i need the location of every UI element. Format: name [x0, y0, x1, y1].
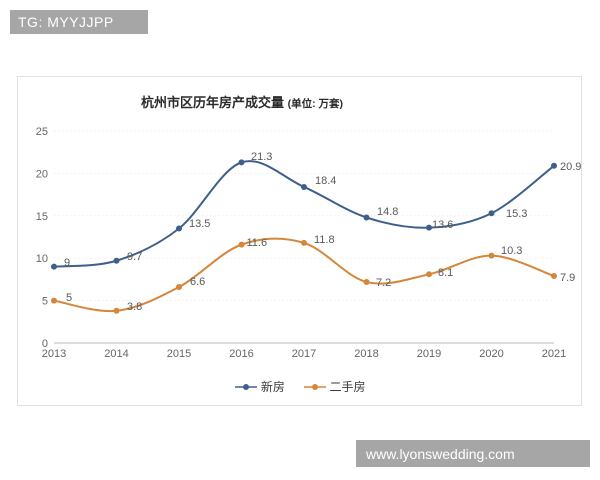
- svg-text:18.4: 18.4: [315, 175, 336, 187]
- svg-text:7.2: 7.2: [376, 277, 391, 289]
- svg-text:2015: 2015: [167, 348, 191, 360]
- svg-text:5: 5: [42, 296, 48, 308]
- svg-text:2014: 2014: [104, 348, 128, 360]
- svg-text:21.3: 21.3: [251, 151, 272, 163]
- svg-text:3.8: 3.8: [127, 301, 142, 313]
- svg-text:2013: 2013: [42, 348, 66, 360]
- svg-text:2020: 2020: [479, 348, 503, 360]
- svg-text:2016: 2016: [229, 348, 253, 360]
- svg-text:14.8: 14.8: [377, 206, 398, 218]
- svg-text:25: 25: [36, 126, 48, 138]
- svg-text:11.8: 11.8: [314, 234, 335, 246]
- svg-text:20: 20: [36, 168, 48, 180]
- svg-text:9.7: 9.7: [127, 251, 142, 263]
- svg-text:11.6: 11.6: [247, 237, 268, 249]
- svg-text:20.9: 20.9: [560, 161, 581, 173]
- svg-text:2019: 2019: [417, 348, 441, 360]
- svg-text:2021: 2021: [542, 348, 566, 360]
- svg-text:15: 15: [36, 211, 48, 223]
- svg-text:7.9: 7.9: [560, 272, 575, 284]
- svg-text:2018: 2018: [354, 348, 378, 360]
- svg-text:9: 9: [64, 257, 70, 269]
- svg-text:2017: 2017: [292, 348, 316, 360]
- svg-text:8.1: 8.1: [438, 267, 453, 279]
- svg-text:15.3: 15.3: [506, 208, 527, 220]
- svg-text:10.3: 10.3: [501, 245, 522, 257]
- svg-text:6.6: 6.6: [190, 276, 205, 288]
- svg-text:13.6: 13.6: [432, 219, 453, 231]
- svg-text:5: 5: [66, 292, 72, 304]
- svg-text:13.5: 13.5: [189, 218, 210, 230]
- svg-text:10: 10: [36, 253, 48, 265]
